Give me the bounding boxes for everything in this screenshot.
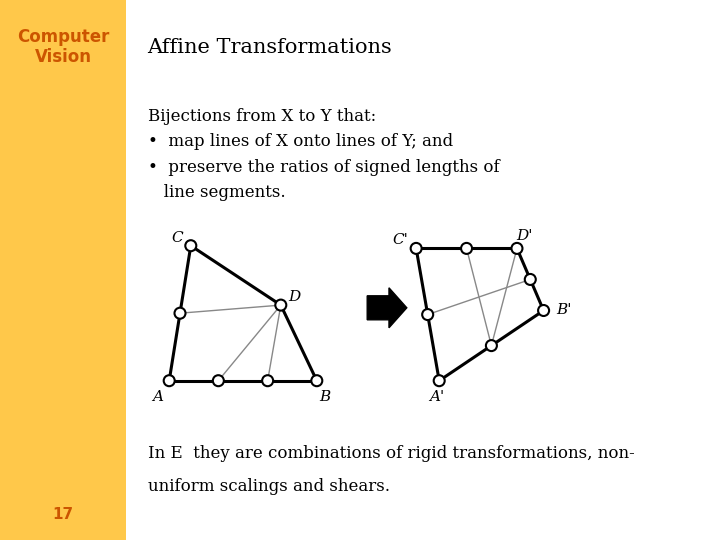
Text: D: D <box>289 290 301 304</box>
Text: A': A' <box>430 390 445 404</box>
Text: B: B <box>319 390 330 404</box>
Text: B': B' <box>556 303 572 318</box>
Text: C': C' <box>392 233 408 247</box>
Circle shape <box>275 300 287 310</box>
Circle shape <box>511 243 523 254</box>
Text: D': D' <box>517 230 534 244</box>
Text: uniform scalings and shears.: uniform scalings and shears. <box>148 478 390 495</box>
Text: 17: 17 <box>53 507 73 522</box>
Polygon shape <box>367 288 407 328</box>
Circle shape <box>213 375 224 386</box>
Circle shape <box>311 375 323 386</box>
Text: In E  they are combinations of rigid transformations, non-: In E they are combinations of rigid tran… <box>148 446 634 462</box>
Bar <box>0 0 126 540</box>
Circle shape <box>433 375 445 386</box>
Circle shape <box>185 240 197 251</box>
Text: Affine Transformations: Affine Transformations <box>148 38 392 57</box>
Circle shape <box>410 243 422 254</box>
Circle shape <box>163 375 175 386</box>
Text: Computer: Computer <box>17 28 109 46</box>
Text: Bijections from X to Y that:
•  map lines of X onto lines of Y; and
•  preserve : Bijections from X to Y that: • map lines… <box>148 108 499 201</box>
Text: Vision: Vision <box>35 48 91 66</box>
Circle shape <box>174 308 186 319</box>
Circle shape <box>461 243 472 254</box>
Circle shape <box>422 309 433 320</box>
Text: A: A <box>152 390 163 404</box>
Circle shape <box>262 375 273 386</box>
Text: C: C <box>171 231 183 245</box>
Circle shape <box>486 340 497 351</box>
Circle shape <box>538 305 549 316</box>
Circle shape <box>525 274 536 285</box>
